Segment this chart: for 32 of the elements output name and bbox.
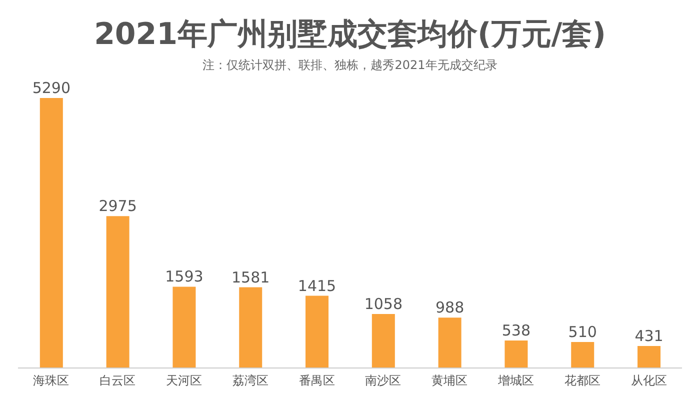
data-label: 538 [502,322,531,340]
data-label: 2975 [98,197,137,216]
x-tick-label: 番禺区 [298,374,335,388]
x-tick-label: 增城区 [497,374,534,388]
bar [40,98,63,368]
data-label: 431 [634,327,664,345]
x-tick-label: 海珠区 [33,374,70,388]
bar [239,287,262,368]
x-tick-label: 南沙区 [365,374,402,388]
x-tick-label: 白云区 [100,374,136,388]
data-label: 988 [435,298,464,317]
x-tick-label: 黄埔区 [432,374,468,388]
chart-title: 2021年广州别墅成交套均价(万元/套) [93,16,607,54]
data-label: 5290 [32,79,71,97]
x-tick-label: 花都区 [564,374,600,388]
data-label: 1593 [165,268,204,286]
data-label: 510 [568,322,597,341]
bar [571,342,594,368]
x-tick-label: 天河区 [166,374,202,388]
x-tick-label: 从化区 [630,374,667,388]
chart-subtitle: 注：仅统计双拼、联排、独栋，越秀2021年无成交纪录 [202,57,498,74]
bar [172,286,196,368]
bar [638,346,661,368]
bar [306,296,329,368]
data-label: 1415 [298,276,336,295]
x-tick-label: 荔湾区 [232,374,268,388]
bar [438,318,462,368]
data-label: 1058 [364,295,403,313]
bar [106,216,130,368]
data-label: 1581 [232,268,270,286]
bar [372,314,395,368]
bar [504,340,528,368]
